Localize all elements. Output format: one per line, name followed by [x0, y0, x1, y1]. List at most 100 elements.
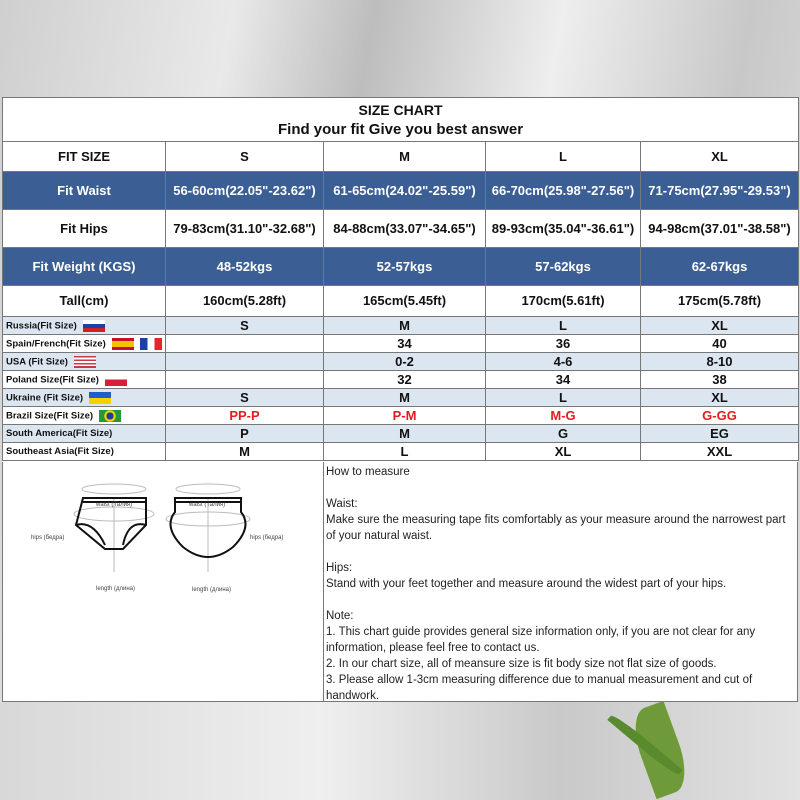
- russia-flag-icon: [82, 319, 105, 332]
- country-row: USA (Fit Size) 0-2 4-6 8-10: [2, 352, 800, 371]
- country-size-cell: M: [323, 424, 486, 443]
- country-size-cell: S: [165, 388, 324, 407]
- cell: 62-67kgs: [639, 247, 800, 286]
- waist-title: Waist:: [326, 498, 358, 510]
- cell: 170cm(5.61ft): [485, 285, 641, 317]
- hips-caption: hips (бедра): [31, 535, 65, 541]
- country-row: Southeast Asia(Fit Size) M L XL XXL: [2, 442, 800, 461]
- country-size-cell: 38: [639, 370, 800, 389]
- country-name: Russia(Fit Size): [6, 320, 77, 332]
- chart-title: SIZE CHART: [358, 101, 443, 118]
- size-chart: SIZE CHART Find your fit Give you best an…: [1, 97, 800, 702]
- country-label: South America(Fit Size): [2, 424, 166, 443]
- cell: 175cm(5.78ft): [639, 285, 800, 317]
- hips-text: Stand with your feet together and measur…: [326, 578, 727, 590]
- country-size-cell: P-M: [323, 406, 486, 425]
- waist-caption: waist (Талия): [96, 502, 133, 508]
- country-size-cell: 40: [639, 334, 800, 353]
- country-name: Poland Size(Fit Size): [6, 374, 99, 386]
- country-size-cell: [165, 370, 324, 389]
- cell: 165cm(5.45ft): [323, 285, 486, 317]
- country-size-cell: 4-6: [485, 352, 641, 371]
- country-size-cell: [165, 334, 324, 353]
- cell: 94-98cm(37.01"-38.58"): [639, 209, 800, 248]
- hips-caption: hips (бедра): [250, 535, 284, 541]
- country-size-cell: P: [165, 424, 324, 443]
- country-size-cell: 36: [485, 334, 641, 353]
- country-size-cell: XXL: [639, 442, 800, 461]
- table-row: Tall(cm) 160cm(5.28ft) 165cm(5.45ft) 170cm(…: [2, 285, 800, 317]
- country-size-cell: XL: [485, 442, 641, 461]
- cell: 52-57kgs: [323, 247, 486, 286]
- header-size: S: [165, 141, 324, 172]
- country-size-cell: [165, 352, 324, 371]
- header-size: L: [485, 141, 641, 172]
- country-size-cell: M: [165, 442, 324, 461]
- country-size-cell: 34: [485, 370, 641, 389]
- country-size-cell: EG: [639, 424, 800, 443]
- size-table: SIZE CHART Find your fit Give you best an…: [1, 97, 800, 461]
- country-size-cell: M-G: [485, 406, 641, 425]
- cell: 61-65cm(24.02"-25.59"): [323, 171, 486, 210]
- cell: 71-75cm(27.95"-29.53"): [639, 171, 800, 210]
- country-name: Brazil Size(Fit Size): [6, 410, 94, 422]
- country-name: Southeast Asia(Fit Size): [6, 445, 114, 457]
- measure-heading: How to measure: [326, 466, 410, 478]
- country-size-cell: XL: [639, 388, 800, 407]
- table-row: Fit Waist 56-60cm(22.05"-23.62") 61-65cm(2…: [2, 171, 800, 210]
- waist-caption: waist (Талия): [189, 502, 226, 508]
- country-size-cell: G-GG: [639, 406, 800, 425]
- country-size-cell: 34: [323, 334, 486, 353]
- country-label: Brazil Size(Fit Size): [2, 406, 166, 425]
- country-size-cell: L: [485, 316, 641, 335]
- country-size-cell: M: [323, 388, 486, 407]
- row-label: Fit Waist: [2, 171, 166, 210]
- title-cell: SIZE CHART Find your fit Give you best an…: [1, 97, 800, 142]
- country-label: Poland Size(Fit Size): [2, 370, 166, 389]
- country-row: Russia(Fit Size) S M L XL: [2, 316, 800, 335]
- country-size-cell: L: [323, 442, 486, 461]
- waist-text: Make sure the measuring tape fits comfor…: [326, 514, 786, 542]
- note-item: 1. This chart guide provides general siz…: [326, 626, 756, 654]
- cell: 84-88cm(33.07"-34.65"): [323, 209, 486, 248]
- table-row: Fit Hips 79-83cm(31.10"-32.68") 84-88cm(33…: [2, 209, 800, 248]
- note-item: 2. In our chart size, all of meansure si…: [326, 658, 717, 670]
- chart-subtitle: Find your fit Give you best answer: [277, 120, 524, 138]
- country-size-cell: 8-10: [639, 352, 800, 371]
- country-row: Ukraine (Fit Size) S M L XL: [2, 388, 800, 407]
- country-name: South America(Fit Size): [6, 427, 113, 439]
- note-item: 3. Please allow 1-3cm measuring differen…: [326, 674, 753, 702]
- country-size-cell: PP-P: [165, 406, 324, 425]
- spain-flag-icon: [111, 337, 134, 350]
- measure-instructions: How to measure Waist: Make sure the meas…: [326, 464, 798, 704]
- row-label: Fit Hips: [2, 209, 166, 248]
- country-row: Brazil Size(Fit Size) PP-P P-M M-G G-GG: [2, 406, 800, 425]
- country-size-cell: XL: [639, 316, 800, 335]
- country-label: USA (Fit Size): [2, 352, 166, 371]
- country-name: USA (Fit Size): [6, 356, 68, 368]
- country-size-cell: G: [485, 424, 641, 443]
- note-title: Note:: [326, 610, 354, 622]
- country-size-cell: 0-2: [323, 352, 486, 371]
- header-label: FIT SIZE: [2, 141, 166, 172]
- country-size-cell: S: [165, 316, 324, 335]
- country-label: Russia(Fit Size): [2, 316, 166, 335]
- cell: 56-60cm(22.05"-23.62"): [165, 171, 324, 210]
- cell: 48-52kgs: [165, 247, 324, 286]
- country-label: Southeast Asia(Fit Size): [2, 442, 166, 461]
- underwear-diagram-icon: [73, 483, 251, 572]
- cell: 57-62kgs: [485, 247, 641, 286]
- usa-flag-icon: [73, 355, 96, 368]
- table-row: Fit Weight (KGS) 48-52kgs 52-57kgs 57-62kgs…: [2, 247, 800, 286]
- length-caption: length (длина): [192, 587, 232, 593]
- measurement-diagram: waist (Талия) waist (Талия) hips (бедра)…: [3, 462, 324, 702]
- country-label: Ukraine (Fit Size): [2, 388, 166, 407]
- length-caption: length (длина): [96, 586, 136, 592]
- country-size-cell: M: [323, 316, 486, 335]
- country-name: Spain/French(Fit Size): [6, 338, 106, 350]
- country-size-cell: L: [485, 388, 641, 407]
- cell: 89-93cm(35.04"-36.61"): [485, 209, 641, 248]
- cell: 160cm(5.28ft): [165, 285, 324, 317]
- measure-section: waist (Талия) waist (Талия) hips (бедра)…: [2, 462, 798, 702]
- poland-flag-icon: [104, 373, 127, 386]
